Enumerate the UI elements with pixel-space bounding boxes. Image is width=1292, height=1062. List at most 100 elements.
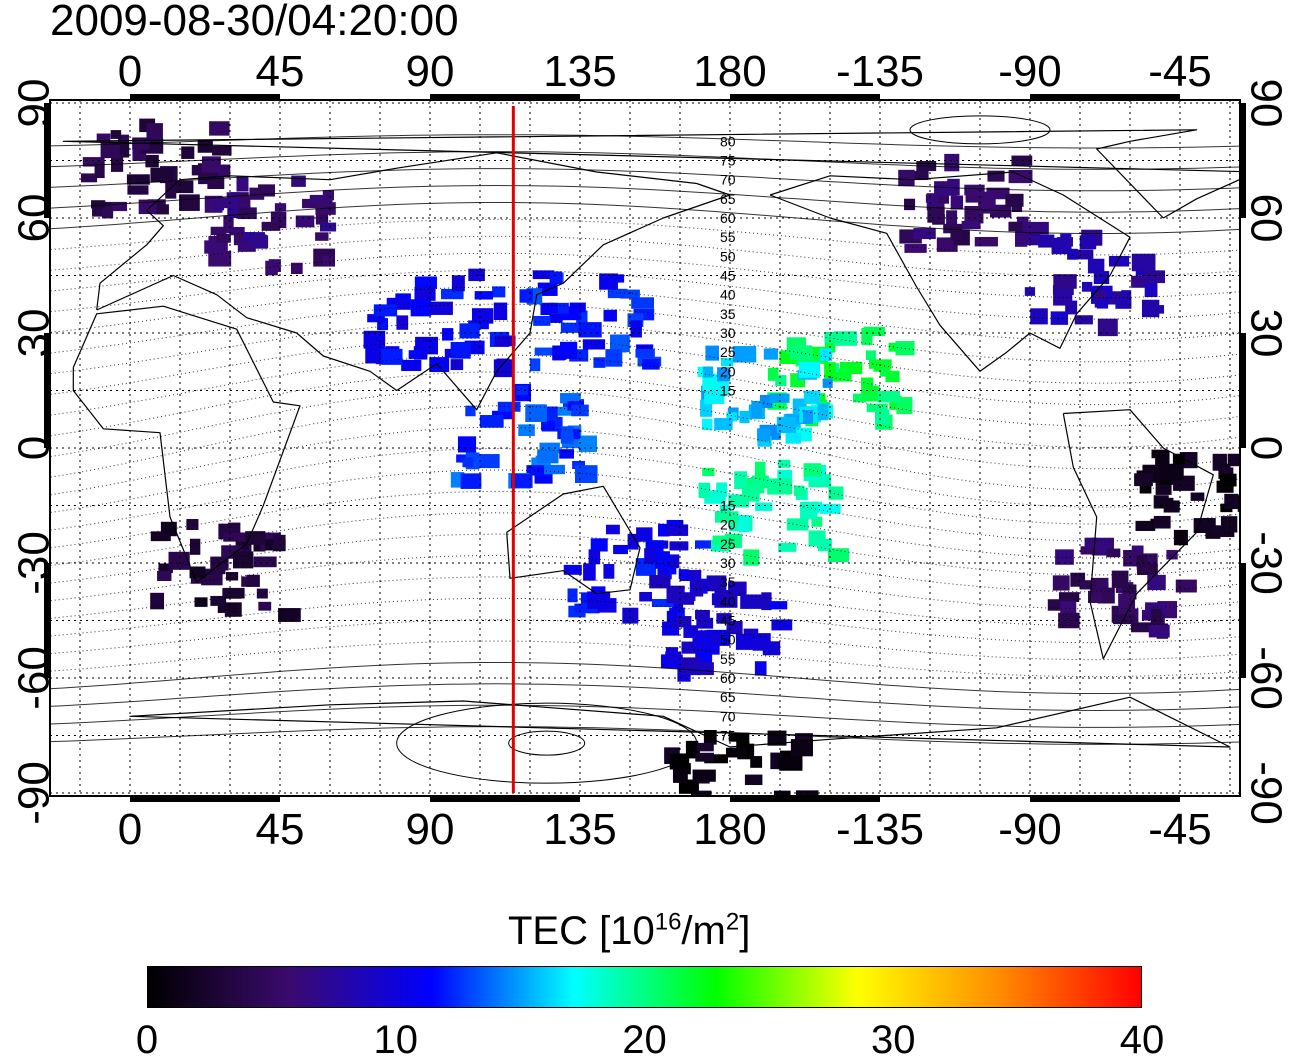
tec-cell [767, 478, 791, 495]
tec-cell [1135, 520, 1156, 531]
tec-cell [702, 373, 717, 392]
colorbar-title: TEC [1016/m2] [508, 908, 751, 953]
tec-cell [754, 461, 766, 479]
contour-label: 35 [720, 574, 736, 590]
tec-cell [635, 349, 655, 358]
tec-cell [679, 569, 702, 582]
tec-cell [776, 416, 797, 434]
tec-cell [532, 270, 555, 280]
tec-cell [983, 191, 995, 206]
tec-cell [1220, 516, 1238, 533]
tec-cell [1144, 282, 1158, 298]
tec-cell [1074, 315, 1093, 325]
tec-cell [560, 426, 574, 444]
tec-cell [987, 170, 1005, 182]
tec-cell [696, 617, 714, 629]
tec-cell [322, 255, 334, 266]
tec-cell [1093, 271, 1110, 285]
tec-cell [778, 756, 803, 770]
tec-cell [904, 244, 927, 253]
tec-cell [457, 436, 477, 453]
tec-cell [253, 556, 277, 568]
top-lon-tick: 0 [118, 47, 142, 96]
tec-cell [96, 133, 111, 142]
tec-cell [1131, 622, 1153, 633]
tec-cell [533, 315, 551, 326]
tec-cell [1025, 221, 1049, 235]
tec-cell [1084, 537, 1097, 548]
tec-cell [605, 349, 623, 367]
contour-label: 55 [720, 229, 736, 245]
tec-cell [274, 203, 287, 212]
tec-cell [683, 625, 698, 638]
tec-cell [189, 538, 201, 555]
tec-cell [216, 233, 231, 243]
tec-cell [709, 632, 722, 644]
tec-cell [479, 415, 504, 428]
tec-cell [223, 532, 246, 542]
tec-cell [654, 551, 670, 569]
tec-cell [795, 357, 819, 367]
tec-cell [1075, 249, 1094, 260]
tec-cell [620, 289, 640, 299]
tec-cell [261, 221, 281, 231]
tec-cell [695, 609, 710, 620]
tec-cell [754, 661, 767, 676]
tec-cell [150, 167, 174, 183]
contour-label: 50 [720, 248, 736, 264]
tec-cell [974, 236, 998, 247]
tec-cell [1067, 248, 1078, 260]
top-lon-tick: -45 [1148, 47, 1212, 96]
tec-cell [785, 433, 802, 444]
left-lat-tick: 60 [10, 194, 59, 243]
right-lat-tick: 30 [1242, 309, 1291, 358]
left-lat-tick: 0 [10, 436, 59, 460]
tec-cell [587, 591, 611, 609]
colorbar-tick-label: 30 [871, 1018, 916, 1062]
tec-cell [101, 206, 114, 219]
contour-label: 25 [720, 536, 736, 552]
tec-cell [639, 591, 653, 602]
tec-cell [1047, 599, 1071, 611]
tec-cell [189, 566, 206, 579]
tec-cell [950, 227, 961, 240]
tec-cell [593, 357, 606, 368]
tec-cell [526, 465, 548, 476]
tec-cell [82, 157, 105, 167]
contour-label: 45 [720, 268, 736, 284]
tec-cell [789, 345, 813, 360]
tec-cell [714, 511, 739, 523]
tec-cell [373, 304, 398, 317]
tec-cell [569, 302, 586, 313]
tec-cell [732, 346, 757, 363]
tec-cell [396, 315, 409, 330]
bottom-lon-tick: -135 [836, 805, 924, 854]
tec-cell [965, 193, 985, 203]
tec-cell [212, 145, 232, 156]
tec-cell [714, 418, 733, 431]
tec-cell [1106, 548, 1121, 558]
tec-cell [701, 418, 713, 431]
tec-cell [551, 302, 569, 314]
tec-cell [560, 393, 581, 404]
tec-cell [636, 527, 653, 542]
tec-cell [695, 752, 714, 762]
tec-cell [1097, 318, 1118, 337]
tec-cell [1055, 549, 1074, 565]
tec-cell [576, 310, 588, 326]
tec-cell [165, 181, 177, 199]
tec-cell [268, 259, 281, 272]
tec-cell [408, 350, 422, 359]
tec-cell [544, 464, 565, 475]
tec-cell [1017, 216, 1029, 234]
tec-cell [414, 276, 437, 289]
tec-cell [194, 597, 208, 607]
contour-label: 20 [720, 517, 736, 533]
tec-cell [497, 401, 521, 412]
tec-cell [610, 334, 627, 353]
tec-cell [377, 318, 389, 331]
tec-cell [738, 515, 750, 533]
tec-cell [744, 774, 763, 786]
tec-cell [712, 535, 730, 545]
tec-cell [100, 141, 120, 159]
